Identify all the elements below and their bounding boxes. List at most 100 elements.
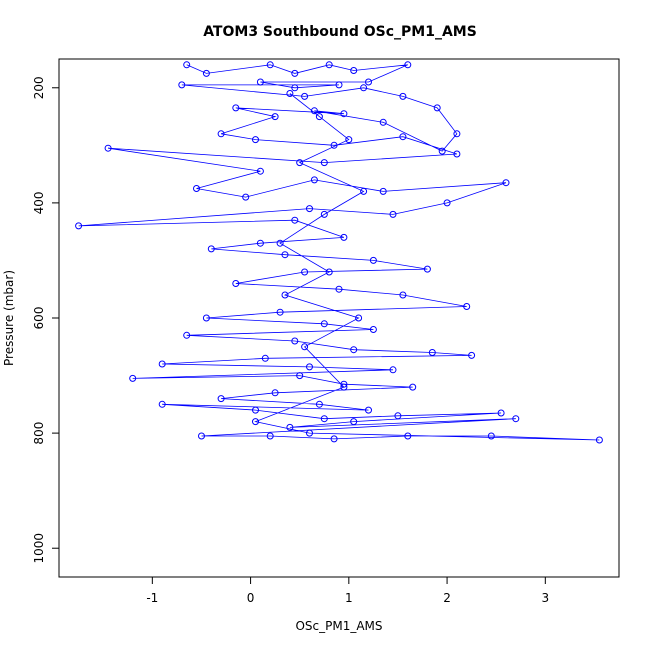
data-point-88 — [252, 418, 259, 426]
data-point-48 — [232, 280, 240, 287]
data-point-42 — [256, 239, 264, 247]
data-point-65 — [129, 374, 137, 382]
data-point-53 — [202, 314, 210, 322]
data-point-74 — [252, 406, 259, 414]
data-point-16 — [453, 130, 461, 138]
data-point-37 — [389, 210, 397, 218]
data-point-35 — [502, 179, 510, 187]
data-point-95 — [320, 210, 328, 218]
x-axis: -1 0 1 2 3 — [146, 576, 549, 605]
data-point-36 — [443, 199, 451, 207]
data-point-64 — [389, 366, 397, 374]
data-point-10 — [335, 81, 343, 89]
data-point-26 — [399, 133, 407, 141]
data-point-46 — [423, 265, 431, 273]
data-point-50 — [399, 291, 407, 299]
data-point-70 — [217, 395, 225, 403]
data-point-85 — [487, 432, 495, 440]
data-point-79 — [286, 423, 294, 431]
data-point-92 — [281, 291, 289, 299]
data-point-27 — [453, 150, 461, 158]
data-point-47 — [301, 268, 309, 276]
data-point-3 — [291, 69, 299, 77]
data-point-97 — [296, 159, 304, 167]
data-point-83 — [330, 435, 338, 443]
x-tick-label-3: 2 — [443, 591, 451, 605]
data-point-40 — [291, 216, 299, 224]
data-point-24 — [252, 136, 259, 144]
data-point-6 — [404, 61, 412, 69]
data-point-11 — [178, 81, 186, 89]
data-point-12 — [301, 92, 309, 100]
data-point-28 — [320, 159, 328, 167]
data-point-63 — [306, 363, 313, 371]
data-point-69 — [271, 389, 279, 397]
data-point-62 — [158, 360, 166, 368]
data-point-13 — [360, 84, 368, 92]
data-point-75 — [320, 415, 328, 423]
y-axis-label: Pressure (mbar) — [2, 270, 16, 366]
data-point-81 — [198, 432, 205, 440]
series-line — [78, 64, 600, 441]
data-point-86 — [595, 436, 603, 444]
data-point-55 — [369, 326, 377, 333]
data-point-73 — [158, 400, 166, 408]
data-point-76 — [394, 412, 402, 420]
data-point-23 — [217, 130, 225, 138]
data-point-68 — [409, 383, 417, 391]
data-point-94 — [276, 239, 284, 247]
data-point-9 — [291, 84, 299, 92]
x-axis-label: OSc_PM1_AMS — [295, 619, 382, 633]
data-point-59 — [428, 349, 436, 356]
chart-title: ATOM3 Southbound OSc_PM1_AMS — [203, 24, 477, 40]
data-point-14 — [399, 92, 407, 100]
y-tick-label-1: 400 — [32, 191, 46, 214]
x-tick-label-0: -1 — [146, 591, 158, 605]
data-point-89 — [340, 383, 348, 391]
data-point-31 — [193, 185, 200, 192]
data-point-4 — [325, 61, 333, 69]
y-tick-label-3: 800 — [32, 422, 46, 445]
y-tick-label-4: 1000 — [32, 533, 46, 564]
data-point-0 — [183, 61, 191, 69]
data-point-87 — [306, 429, 313, 437]
data-point-22 — [271, 113, 279, 121]
data-point-21 — [232, 104, 240, 112]
data-point-93 — [325, 268, 333, 276]
data-point-49 — [335, 285, 343, 293]
data-point-18 — [379, 118, 387, 126]
data-point-61 — [261, 354, 269, 362]
data-point-45 — [369, 256, 377, 264]
data-point-51 — [463, 303, 471, 310]
data-point-77 — [497, 409, 505, 417]
data-point-78 — [350, 418, 358, 426]
data-point-72 — [365, 406, 372, 414]
data-point-54 — [320, 320, 328, 328]
data-point-80 — [512, 415, 520, 423]
data-point-19 — [310, 107, 318, 115]
data-point-44 — [281, 251, 289, 259]
plot-area — [75, 61, 603, 444]
data-point-82 — [266, 432, 274, 440]
data-point-41 — [340, 233, 348, 241]
data-point-7 — [365, 78, 372, 86]
data-point-60 — [468, 351, 476, 359]
data-point-58 — [350, 346, 358, 354]
data-point-38 — [306, 205, 313, 213]
data-point-57 — [291, 337, 299, 345]
data-point-39 — [75, 222, 83, 230]
data-point-52 — [276, 308, 284, 316]
y-axis: 200 400 600 800 1000 — [32, 76, 60, 564]
data-point-56 — [183, 331, 191, 339]
data-point-5 — [350, 67, 358, 74]
data-point-67 — [340, 380, 348, 388]
data-point-32 — [242, 193, 250, 201]
data-point-66 — [296, 372, 304, 380]
x-tick-label-4: 3 — [541, 591, 549, 605]
data-point-71 — [315, 400, 323, 408]
x-tick-label-1: 0 — [247, 591, 255, 605]
data-point-34 — [379, 187, 387, 195]
data-point-8 — [256, 78, 264, 86]
y-tick-label-0: 200 — [32, 76, 46, 99]
